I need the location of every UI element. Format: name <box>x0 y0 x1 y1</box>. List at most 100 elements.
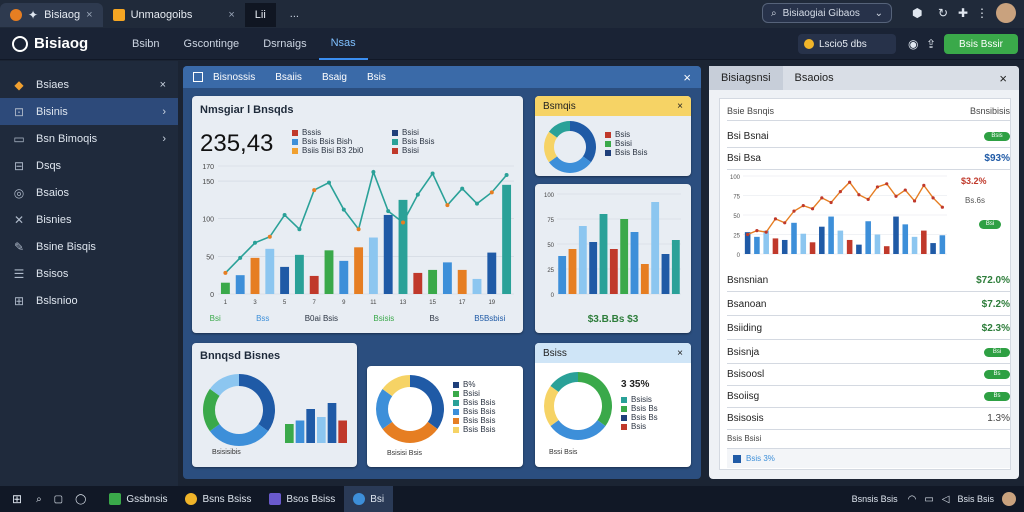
browser-tab-3[interactable]: Lii <box>244 3 276 27</box>
extension-icon[interactable]: ✚ <box>958 6 969 20</box>
bar <box>306 409 315 443</box>
browser-tab-1[interactable]: ✦ Bisiaog × <box>0 3 103 27</box>
close-icon[interactable]: × <box>677 100 683 112</box>
sidebar-item-1[interactable]: ◆ Bsiaes × <box>0 71 178 98</box>
y-tick-label: 0 <box>737 253 741 259</box>
close-icon[interactable]: × <box>683 69 691 85</box>
x-tick-label: 5 <box>283 300 287 306</box>
line-point <box>885 182 889 186</box>
nav-item-4[interactable]: Nsas <box>318 28 368 60</box>
bar <box>327 403 337 443</box>
table-row[interactable]: Bsnsnian $72.0% <box>727 270 1010 292</box>
sidebar-item-7[interactable]: ✎ Bsine Bisqis <box>0 233 178 260</box>
sidebar-item-8[interactable]: ☰ Bsisos <box>0 260 178 287</box>
tab-2[interactable]: Bsaiis <box>275 71 302 83</box>
sidebar-item-3[interactable]: ▭ Bsn Bimoqis › <box>0 125 178 152</box>
nav-item-2[interactable]: Gscontinge <box>172 28 252 60</box>
legend-label: Bssis <box>302 128 322 137</box>
browser-tab-2[interactable]: Unmaogoibs × <box>103 3 245 27</box>
share-icon[interactable]: ⇪ <box>926 37 937 51</box>
more-tabs-button[interactable]: ... <box>289 8 299 20</box>
line-point <box>810 207 815 211</box>
sidebar-item-5[interactable]: ◎ Bsaios <box>0 179 178 206</box>
taskbar-item-1[interactable]: Gssbnsis <box>100 486 176 512</box>
help-icon[interactable]: ◉ <box>908 37 919 51</box>
close-icon[interactable]: × <box>677 347 683 359</box>
shield-icon[interactable]: ⬢ <box>912 6 923 20</box>
chat-icon[interactable]: ▢ <box>53 493 64 505</box>
wifi-icon[interactable]: ◠ <box>907 493 917 505</box>
search-icon[interactable]: ⌕ <box>36 493 42 505</box>
card-title: Bsiss <box>543 347 567 359</box>
bar <box>846 239 853 254</box>
row-label: Bsisoosl <box>727 369 765 380</box>
card-title: Bsmqis <box>543 100 576 112</box>
tab-1[interactable]: Bisnossis <box>213 71 256 83</box>
app-icon <box>353 493 366 505</box>
table-row[interactable]: Bsi Bsa $93% <box>727 148 1010 170</box>
avatar[interactable] <box>1002 492 1016 506</box>
avatar[interactable] <box>996 3 1016 23</box>
chevron-right-icon: › <box>162 132 166 145</box>
volume-icon[interactable]: ◁ <box>941 493 950 505</box>
tab-2[interactable]: Bsaoios <box>794 72 834 84</box>
doc-icon: ☰ <box>13 266 25 281</box>
browser-search-box[interactable]: ⌕ Bisiaogiai Gibaos ⌄ <box>762 3 892 23</box>
table-row[interactable]: Bsiiding $2.3% <box>727 318 1010 340</box>
bar <box>620 219 629 294</box>
x-tick-label: 15 <box>429 300 436 306</box>
bar <box>250 257 260 294</box>
nav-label: Bsibn <box>132 37 160 50</box>
close-icon[interactable]: × <box>999 70 1007 86</box>
close-icon[interactable]: × <box>86 9 93 21</box>
primary-action-button[interactable]: Bsis Bssir <box>944 34 1018 54</box>
sidebar-item-2[interactable]: ⊡ Bisinis › <box>0 98 178 125</box>
donut-chart <box>544 372 612 440</box>
taskbar-item-4[interactable]: Bsi <box>344 486 394 512</box>
percentage-value: 3 35% <box>621 379 650 390</box>
box-icon: ▭ <box>13 131 25 146</box>
window-icon <box>193 72 203 82</box>
refresh-icon[interactable]: ↻ <box>938 6 949 20</box>
nav-item-3[interactable]: Dsrnaigs <box>251 28 318 60</box>
sidebar-item-4[interactable]: ⊟ Dsqs <box>0 152 178 179</box>
bar <box>930 243 936 254</box>
close-icon[interactable]: × <box>228 9 235 21</box>
line-point <box>312 188 317 193</box>
bar-chart-card: 0 25 50 75 100 $3.B.Bs $3 <box>535 184 691 333</box>
tab-3[interactable]: Bsaig <box>321 71 347 83</box>
line-point <box>746 232 750 237</box>
table-row[interactable]: Bsisnja Bsi <box>727 342 1010 364</box>
app-favicon-icon <box>10 9 22 21</box>
pie-slice <box>239 374 275 432</box>
battery-icon[interactable]: ▭ <box>924 493 934 505</box>
y-tick-label: 50 <box>206 254 214 261</box>
settings-icon[interactable]: ⋮ <box>976 6 988 20</box>
bar <box>338 420 347 443</box>
sidebar-item-9[interactable]: ⊞ Bslsnioo <box>0 287 178 314</box>
taskview-icon[interactable]: ◯ <box>75 493 87 505</box>
bar-chart: 0 25 50 75 100 <box>544 193 681 299</box>
cube-icon: ◆ <box>14 77 24 92</box>
series-line <box>747 181 943 236</box>
close-icon[interactable]: × <box>159 78 166 91</box>
credit-badge[interactable]: Lscio5 dbs <box>798 34 896 54</box>
big-number: 235,43 <box>200 130 274 157</box>
nav-item-1[interactable]: Bsibn <box>120 28 172 60</box>
table-row[interactable]: Bsisosis 1.3% <box>727 408 1010 430</box>
table-row[interactable]: Bsisoosl Bs <box>727 364 1010 386</box>
table-row[interactable]: Bsi Bsnai Bsis <box>727 126 1010 148</box>
tab-4[interactable]: Bsis <box>366 71 386 83</box>
pie-slice <box>376 389 393 429</box>
tab-1[interactable]: Bisiagsnsi <box>709 66 783 90</box>
coin-icon <box>804 39 814 49</box>
table-row[interactable]: Bsoiisg Bs <box>727 386 1010 408</box>
sidebar-item-6[interactable]: ✕ Bisnies <box>0 206 178 233</box>
taskbar-item-2[interactable]: Bsns Bsiss <box>176 486 260 512</box>
legend: Bsisi Bsis Bsis Bsisi <box>392 128 482 155</box>
windows-icon[interactable]: ⊞ <box>12 492 23 506</box>
table-row[interactable]: Bsanoan $7.2% <box>727 294 1010 316</box>
taskbar-item-3[interactable]: Bsos Bsiss <box>260 486 344 512</box>
status-badge: Bs <box>984 370 1010 379</box>
brand[interactable]: Bisiaog <box>0 35 120 52</box>
